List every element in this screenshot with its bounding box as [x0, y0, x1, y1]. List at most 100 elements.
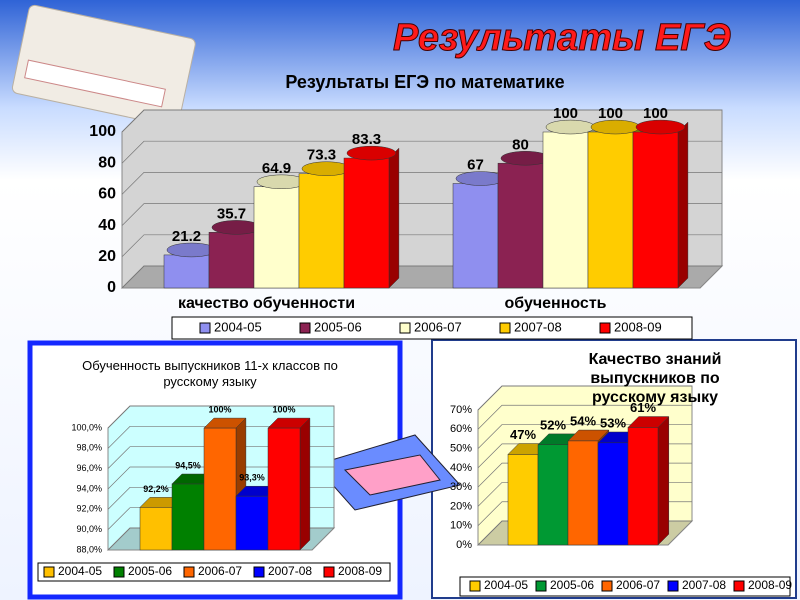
grid-line: [107, 425, 334, 449]
bar: [203, 427, 237, 551]
bar-side: [299, 417, 311, 551]
legend-swatch: [469, 580, 481, 592]
value-label: 61%: [630, 400, 656, 415]
value-label: 100%: [208, 404, 231, 414]
bar: [253, 186, 300, 289]
legend-swatch: [599, 322, 611, 334]
y-tick-label: 10%: [450, 520, 472, 532]
bar: [298, 173, 345, 289]
value-label: 100%: [272, 404, 295, 414]
y-tick-label: 40%: [450, 462, 472, 474]
y-tick-label: 100,0%: [71, 422, 102, 432]
y-tick-label: 0: [107, 279, 116, 296]
y-tick-label: 20%: [450, 500, 472, 512]
value-label: 92,2%: [143, 484, 169, 494]
legend-label: 2004-05: [484, 578, 528, 592]
legend-swatch: [299, 322, 311, 334]
legend-label: 2005-06: [550, 578, 594, 592]
grid-line: [107, 466, 334, 490]
y-tick-label: 88,0%: [76, 544, 102, 554]
bar: [267, 427, 301, 551]
bar-top: [500, 151, 551, 166]
legend-swatch: [499, 322, 511, 334]
legend-swatch: [535, 580, 547, 592]
y-tick-label: 70%: [450, 404, 472, 416]
legend-label: 2008-09: [748, 578, 792, 592]
bar-top: [346, 145, 397, 161]
legend-swatch: [601, 580, 613, 592]
bar: [597, 442, 629, 546]
value-label: 53%: [600, 415, 626, 430]
y-tick-label: 40: [98, 217, 116, 234]
bar: [507, 454, 539, 546]
legend-label: 2005-06: [128, 564, 172, 578]
legend-swatch: [253, 566, 265, 578]
value-label: 94,5%: [175, 460, 201, 470]
legend-box: [37, 562, 391, 582]
legend-label: 2007-08: [682, 578, 726, 592]
legend-swatch: [667, 580, 679, 592]
slide-title: Результаты ЕГЭ: [393, 17, 731, 59]
legend-swatch: [43, 566, 55, 578]
value-label: 35.7: [217, 205, 246, 222]
y-tick-label: 20: [98, 248, 116, 265]
bar-top: [627, 416, 670, 428]
y-tick-label: 30%: [450, 481, 472, 493]
y-tick-label: 94,0%: [76, 483, 102, 493]
x-tick-label: обученность: [505, 295, 607, 312]
bar: [627, 427, 659, 546]
value-label: 100: [643, 105, 668, 122]
value-label: 52%: [540, 417, 566, 432]
grid-line: [477, 404, 692, 430]
bar-side: [388, 147, 400, 289]
legend-label: 2004-05: [214, 319, 262, 334]
chart-title: Результаты ЕГЭ по математике: [285, 72, 565, 92]
clipart: [314, 434, 461, 511]
grid-line: [121, 109, 722, 133]
grid-line: [477, 424, 692, 449]
bar-top: [590, 119, 641, 135]
legend-swatch: [733, 580, 745, 592]
form-photo: [11, 4, 196, 128]
grid-line: [477, 385, 692, 411]
bar-top: [267, 417, 311, 429]
bar-top: [256, 174, 307, 190]
bar: [567, 440, 599, 546]
bar: [343, 157, 390, 289]
legend-swatch: [183, 566, 195, 578]
legend-label: 2004-05: [58, 564, 102, 578]
value-label: 54%: [570, 413, 596, 428]
bar: [497, 162, 544, 289]
legend-label: 2006-07: [616, 578, 660, 592]
legend-swatch: [323, 566, 335, 578]
grid-line: [107, 446, 334, 469]
value-label: 21.2: [172, 228, 201, 245]
y-tick-label: 90,0%: [76, 524, 102, 534]
value-label: 100: [553, 105, 578, 122]
bar-top: [203, 417, 247, 429]
bar: [171, 483, 205, 551]
bar: [235, 495, 269, 551]
bar-top: [635, 119, 686, 135]
legend-swatch: [399, 322, 411, 334]
legend-label: 2008-09: [614, 319, 662, 334]
chart-title: Качество знаний выпускников по русскому …: [588, 351, 722, 406]
y-tick-label: 0%: [456, 539, 472, 551]
bar: [163, 254, 210, 289]
legend-label: 2007-08: [514, 319, 562, 334]
value-label: 64.9: [262, 160, 291, 177]
legend-label: 2006-07: [198, 564, 242, 578]
y-tick-label: 92,0%: [76, 504, 102, 514]
y-tick-label: 60%: [450, 423, 472, 435]
y-tick-label: 60: [98, 186, 116, 203]
value-label: 73.3: [307, 147, 336, 164]
bar-side: [657, 415, 670, 546]
legend-label: 2005-06: [314, 319, 362, 334]
legend-swatch: [199, 322, 211, 334]
y-tick-label: 100: [89, 123, 116, 140]
bar-top: [166, 242, 217, 258]
chart-title: Обученность выпускников 11-х классов по …: [82, 358, 338, 389]
y-tick-label: 50%: [450, 442, 472, 454]
